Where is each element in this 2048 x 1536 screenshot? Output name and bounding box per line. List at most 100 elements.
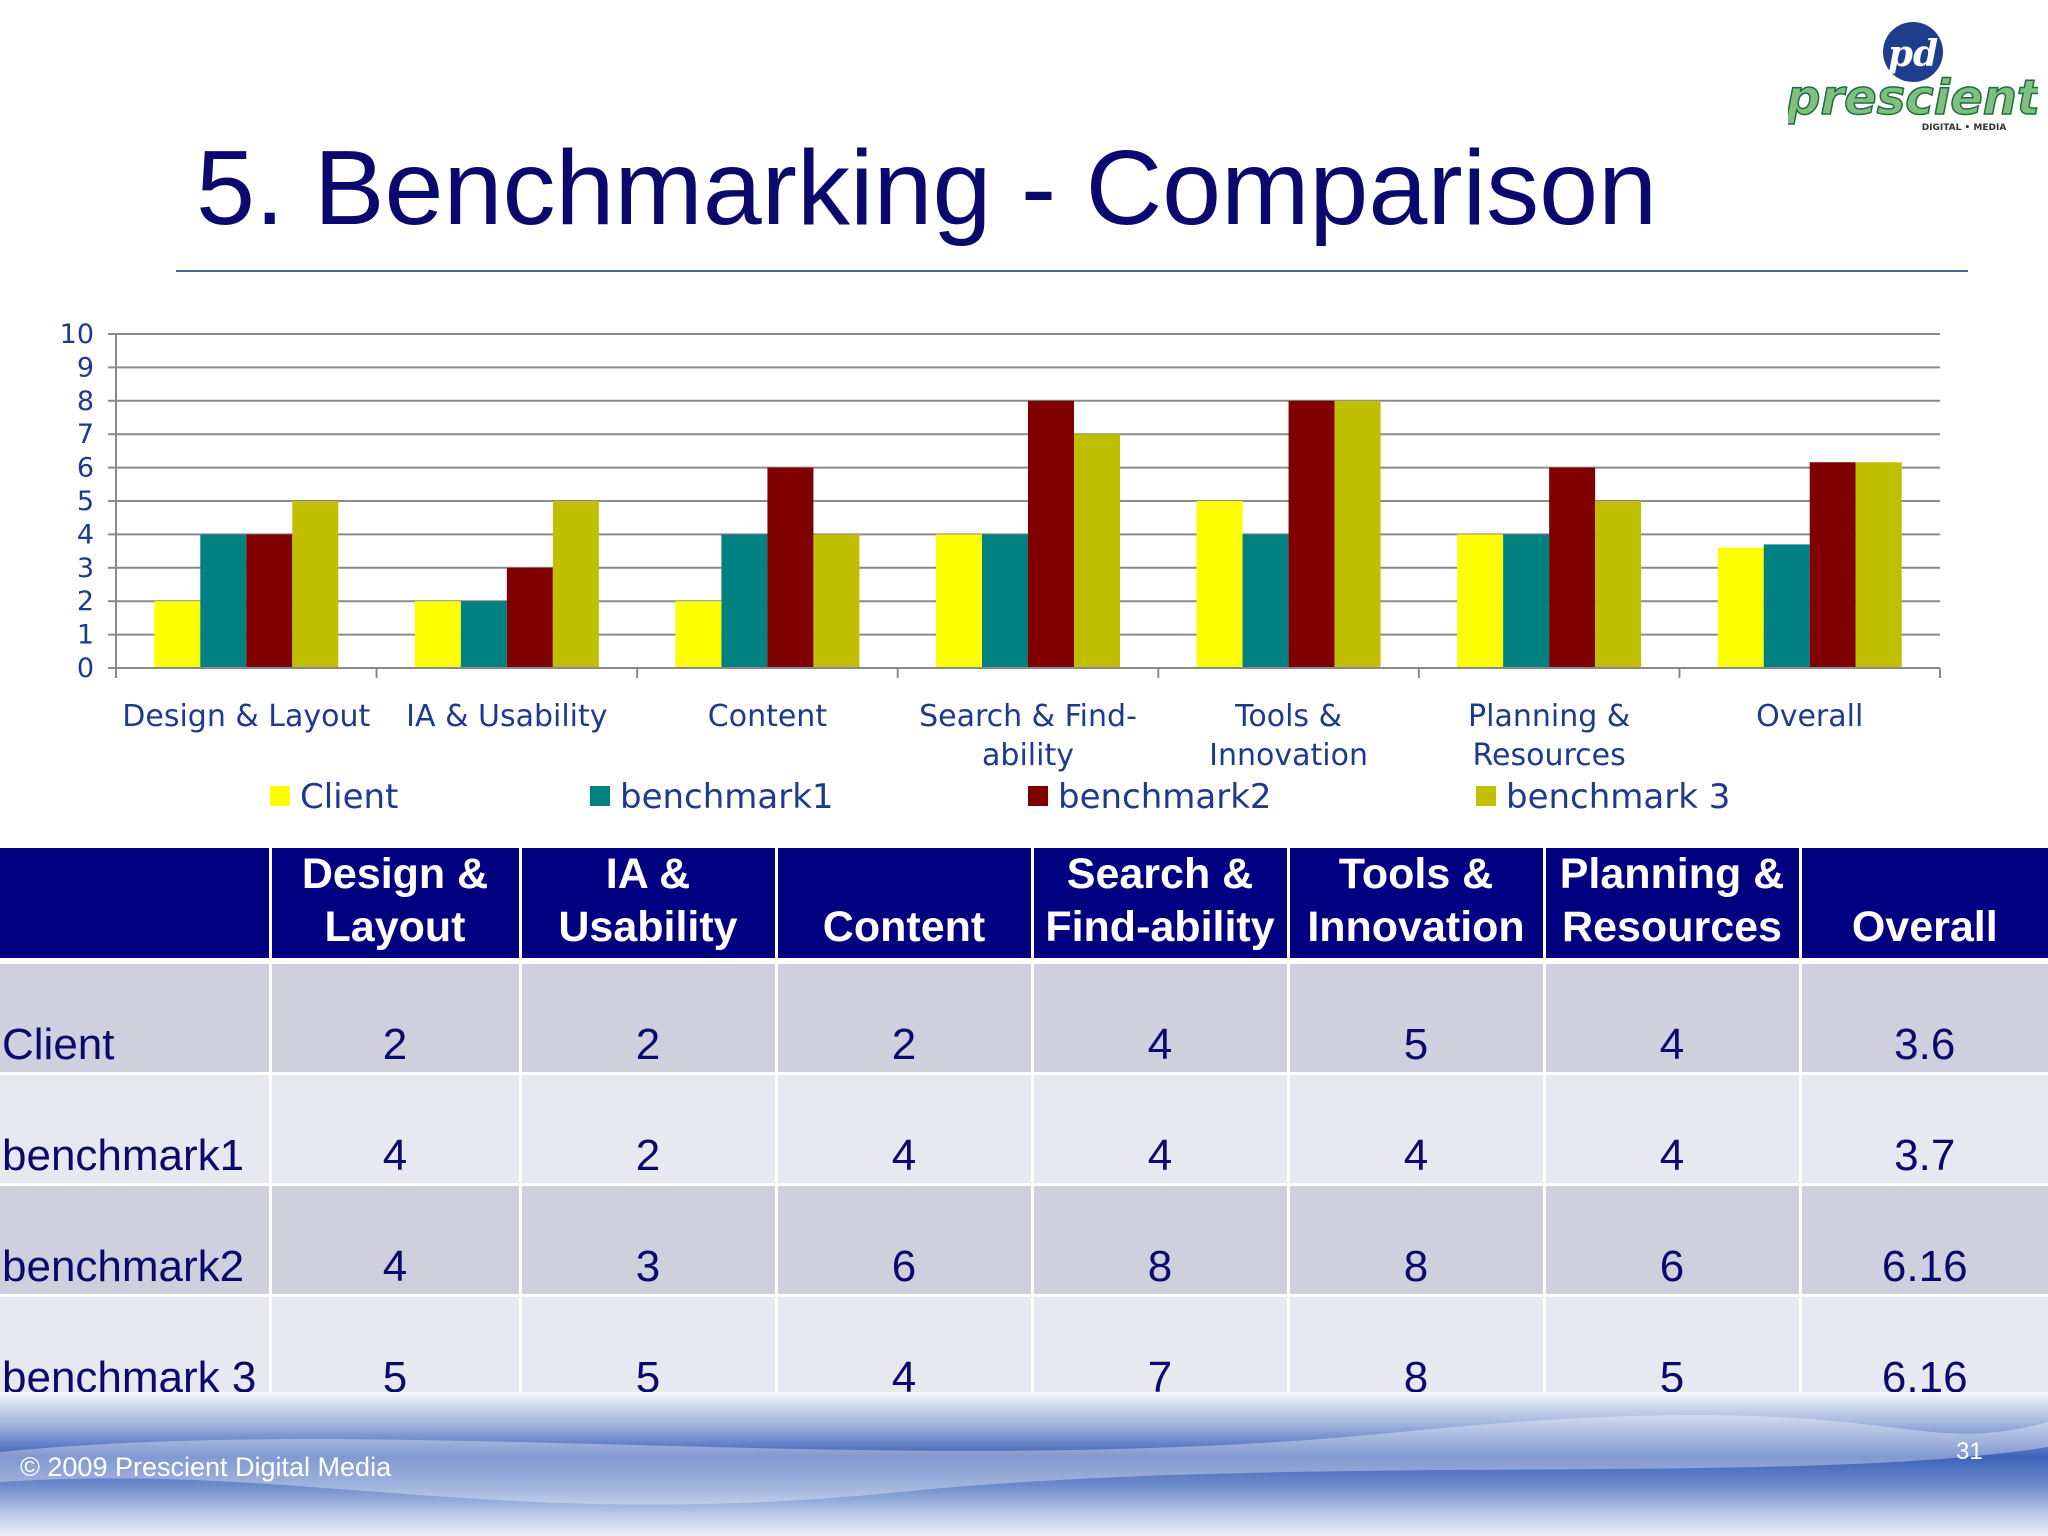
x-category-label: Tools & (1234, 699, 1342, 734)
table-column-header: Content (774, 848, 1032, 961)
x-category-label: Content (708, 699, 828, 734)
y-tick-label: 9 (77, 352, 94, 383)
x-category-label: Innovation (1209, 738, 1368, 773)
legend-label: benchmark1 (620, 777, 834, 817)
slide-title: 5. Benchmarking - Comparison (196, 129, 1658, 247)
legend-swatch (1028, 786, 1048, 806)
bar-client (936, 534, 982, 668)
bar-benchmark-3 (813, 534, 860, 668)
value-cell: 5 (518, 1294, 776, 1405)
bar-client (1717, 547, 1764, 668)
table-column-header: Tools & Innovation (1286, 848, 1544, 961)
chart-bars (154, 400, 1902, 668)
bar-benchmark-3 (1334, 400, 1381, 668)
x-axis-category-labels: Design & Layout IA & Usability Content Sear… (122, 699, 1863, 773)
bar-benchmark1 (1763, 544, 1810, 668)
row-label-cell: benchmark2 (0, 1183, 270, 1296)
y-tick-label: 10 (60, 319, 94, 350)
bar-benchmark2 (1549, 467, 1596, 668)
value-cell: 6 (1542, 1183, 1800, 1296)
column-header-line: Innovation (1307, 903, 1525, 951)
column-header-line: IA & (605, 850, 691, 898)
table-column-header: Search & Find-ability (1030, 848, 1288, 961)
value-cell: 3 (518, 1183, 776, 1296)
bar-benchmark2 (246, 534, 293, 668)
value-cell: 8 (1286, 1294, 1544, 1405)
bar-benchmark-3 (292, 501, 339, 668)
value-cell: 4 (1286, 1072, 1544, 1185)
table-column-header: IA & Usability (518, 848, 776, 961)
bar-benchmark2 (1809, 462, 1856, 668)
table-column-header: Design & Layout (268, 848, 520, 961)
column-header-line: Planning & (1559, 850, 1785, 898)
y-tick-label: 7 (77, 419, 94, 450)
copyright-text: © 2009 Prescient Digital Media (20, 1452, 392, 1482)
table-row: benchmark1 4 2 4 4 4 4 3.7 (0, 1072, 2048, 1185)
table-row: benchmark2 4 3 6 8 8 6 6.16 (0, 1183, 2048, 1296)
value-cell: 6.16 (1798, 1183, 2048, 1296)
bar-benchmark1 (1242, 534, 1289, 668)
value-cell: 7 (1030, 1294, 1288, 1405)
bar-client (1457, 534, 1504, 668)
row-label-cell: benchmark 3 (0, 1294, 270, 1405)
bar-benchmark2 (506, 567, 553, 668)
legend-label: benchmark 3 (1506, 777, 1730, 817)
logo-mark: pd (1888, 33, 1938, 75)
value-cell: 6 (774, 1183, 1032, 1296)
table-header-row: Design & Layout IA & Usability Content Search… (0, 848, 2048, 961)
bar-benchmark-3 (1855, 462, 1902, 668)
value-cell: 4 (1030, 959, 1288, 1074)
bar-benchmark-3 (552, 501, 599, 668)
benchmark-data-table: Design & Layout IA & Usability Content Search… (0, 848, 2048, 1405)
footer-band (0, 1392, 2048, 1536)
column-header-line: Overall (1851, 903, 1998, 951)
y-tick-label: 2 (77, 586, 94, 617)
x-category-label: Planning & (1468, 699, 1630, 734)
column-header-line: Layout (324, 903, 466, 951)
bar-benchmark-3 (1074, 434, 1120, 668)
logo-tagline: DIGITAL • MEDIA (1922, 123, 2007, 133)
table-column-header: Overall (1798, 848, 2048, 961)
table-body: Client 2 2 2 4 5 4 3.6 benchmark1 4 2 4 4 4 4 3.7 benchm… (0, 959, 2048, 1405)
bar-client (675, 601, 722, 668)
legend-label: benchmark2 (1058, 777, 1272, 817)
y-tick-label: 6 (77, 453, 94, 484)
column-header-line: Search & (1066, 850, 1254, 898)
row-label-cell: Client (0, 959, 270, 1074)
bar-benchmark1 (982, 534, 1028, 668)
value-cell: 4 (268, 1072, 520, 1185)
value-cell: 4 (268, 1183, 520, 1296)
logo-name: prescient (1788, 70, 2038, 126)
legend-label: Client (300, 777, 398, 817)
table-row: Client 2 2 2 4 5 4 3.6 (0, 959, 2048, 1074)
legend-swatch (270, 786, 290, 806)
x-category-label: Design & Layout (122, 699, 370, 734)
value-cell: 6.16 (1798, 1294, 2048, 1405)
y-tick-label: 3 (77, 553, 94, 584)
x-category-label: Overall (1756, 699, 1863, 734)
title-divider (176, 270, 1968, 272)
y-tick-label: 8 (77, 386, 94, 417)
x-category-label: Resources (1473, 738, 1626, 773)
column-header-line: Usability (558, 903, 738, 951)
prescient-logo-icon: pd prescient DIGITAL • MEDIA (1788, 22, 2038, 133)
bar-client (414, 601, 461, 668)
value-cell: 3.7 (1798, 1072, 2048, 1185)
x-category-label: Search & Find- (919, 699, 1137, 734)
bar-benchmark2 (1288, 400, 1335, 668)
chart-legend: Client benchmark1 benchmark2 benchmark 3 (270, 777, 1730, 817)
x-category-label: IA & Usability (406, 699, 607, 734)
bar-client (1196, 501, 1243, 668)
table-row: benchmark 3 5 5 4 7 8 5 6.16 (0, 1294, 2048, 1405)
bar-benchmark1 (1503, 534, 1550, 668)
y-tick-label: 1 (77, 620, 94, 651)
y-tick-label: 5 (77, 486, 94, 517)
column-header-line: Find-ability (1045, 903, 1275, 951)
footer-wave-decoration (0, 1392, 2048, 1536)
value-cell: 4 (1542, 959, 1800, 1074)
value-cell: 4 (774, 1072, 1032, 1185)
y-tick-label: 4 (77, 519, 94, 550)
value-cell: 4 (1030, 1072, 1288, 1185)
